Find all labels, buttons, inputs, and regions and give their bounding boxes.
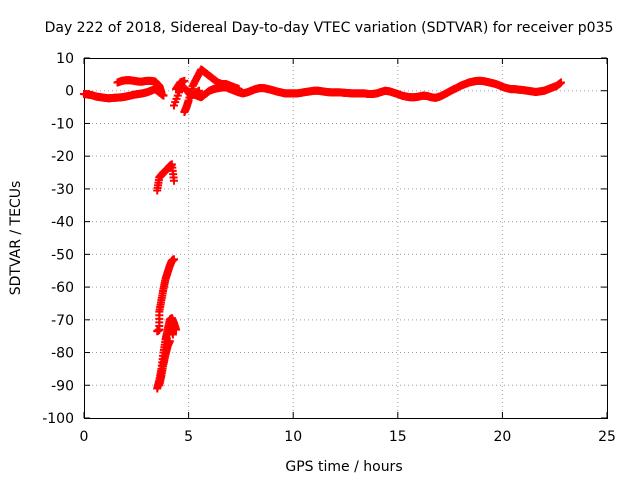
y-tick-label: -40 — [51, 215, 74, 231]
y-tick-label: -80 — [51, 346, 74, 362]
y-axis-ticks: 10 0 -10 -20 -30 -40 -50 -60 -70 -80 -90 -100 — [42, 51, 607, 427]
y-tick-label: -90 — [51, 378, 74, 394]
data-point — [169, 255, 178, 264]
y-tick-label: -100 — [42, 411, 74, 427]
data-point — [157, 88, 166, 97]
x-tick-label: 20 — [493, 429, 511, 445]
y-tick-label: 10 — [56, 51, 74, 67]
y-tick-label: 0 — [65, 84, 74, 100]
plot-frame — [84, 58, 608, 419]
y-tick-label: -50 — [51, 247, 74, 263]
plot-border — [84, 58, 608, 419]
data-point — [195, 86, 204, 95]
y-tick-label: -60 — [51, 280, 74, 296]
data-point — [556, 78, 565, 87]
data-point — [165, 337, 174, 346]
y-tick-label: -20 — [51, 149, 74, 165]
x-axis-ticks: 0 5 10 15 20 25 — [80, 58, 616, 445]
x-tick-label: 10 — [284, 429, 302, 445]
y-tick-label: -30 — [51, 182, 74, 198]
x-tick-label: 5 — [184, 429, 193, 445]
x-tick-label: 15 — [389, 429, 407, 445]
chart-title: Day 222 of 2018, Sidereal Day-to-day VTE… — [45, 20, 614, 36]
y-tick-label: -10 — [51, 116, 74, 132]
x-tick-label: 25 — [598, 429, 616, 445]
y-tick-label: -70 — [51, 313, 74, 329]
series-group-near-minus-25 — [153, 160, 178, 195]
grid-layer — [84, 58, 607, 418]
series-deep-branch-b — [153, 255, 178, 390]
x-tick-label: 0 — [80, 429, 89, 445]
data-points — [80, 65, 565, 393]
data-point — [168, 330, 177, 339]
data-point — [169, 176, 178, 185]
x-axis-label: GPS time / hours — [285, 459, 402, 475]
y-axis-label: SDTVAR / TECUs — [8, 181, 24, 296]
series-upper-branch — [113, 65, 243, 116]
data-point — [234, 85, 243, 94]
